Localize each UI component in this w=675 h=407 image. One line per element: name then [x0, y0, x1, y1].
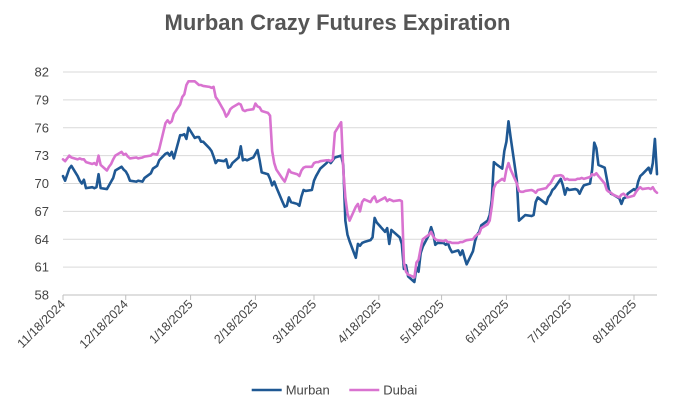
y-tick-label-79: 79: [35, 92, 49, 107]
x-tick-label-9: 8/18/2025: [590, 297, 639, 346]
y-tick-label-67: 67: [35, 204, 49, 219]
legend-label-murban: Murban: [286, 383, 330, 398]
y-tick-label-76: 76: [35, 120, 49, 135]
y-tick-label-70: 70: [35, 176, 49, 191]
x-tick-label-2: 1/18/2025: [146, 297, 195, 346]
y-tick-label-82: 82: [35, 65, 49, 80]
x-tick-label-6: 5/18/2025: [397, 297, 446, 346]
legend-label-dubai: Dubai: [383, 383, 417, 398]
chart-title: Murban Crazy Futures Expiration: [164, 10, 511, 35]
y-tick-label-58: 58: [35, 288, 49, 303]
y-tick-label-64: 64: [35, 232, 49, 247]
axis-layer: 58 61 64 67 70 73 76 79 82 11/18/2024 12/18/2024 1/…: [15, 65, 657, 351]
x-tick-label-3: 2/18/2025: [211, 297, 260, 346]
x-tick-label-7: 6/18/2025: [462, 297, 511, 346]
y-tick-label-73: 73: [35, 148, 49, 163]
x-tick-label-4: 3/18/2025: [270, 297, 319, 346]
series-line-dubai: [61, 79, 659, 279]
x-tick-label-1: 12/18/2024: [77, 297, 131, 351]
x-tick-label-5: 4/18/2025: [335, 297, 384, 346]
y-tick-label-61: 61: [35, 260, 49, 275]
series-layer: [61, 79, 659, 284]
x-tick-label-8: 7/18/2025: [525, 297, 574, 346]
legend-layer: Murban Dubai: [251, 383, 417, 398]
x-tick-label-0: 11/18/2024: [15, 297, 69, 351]
series-line-murban: [61, 119, 659, 284]
